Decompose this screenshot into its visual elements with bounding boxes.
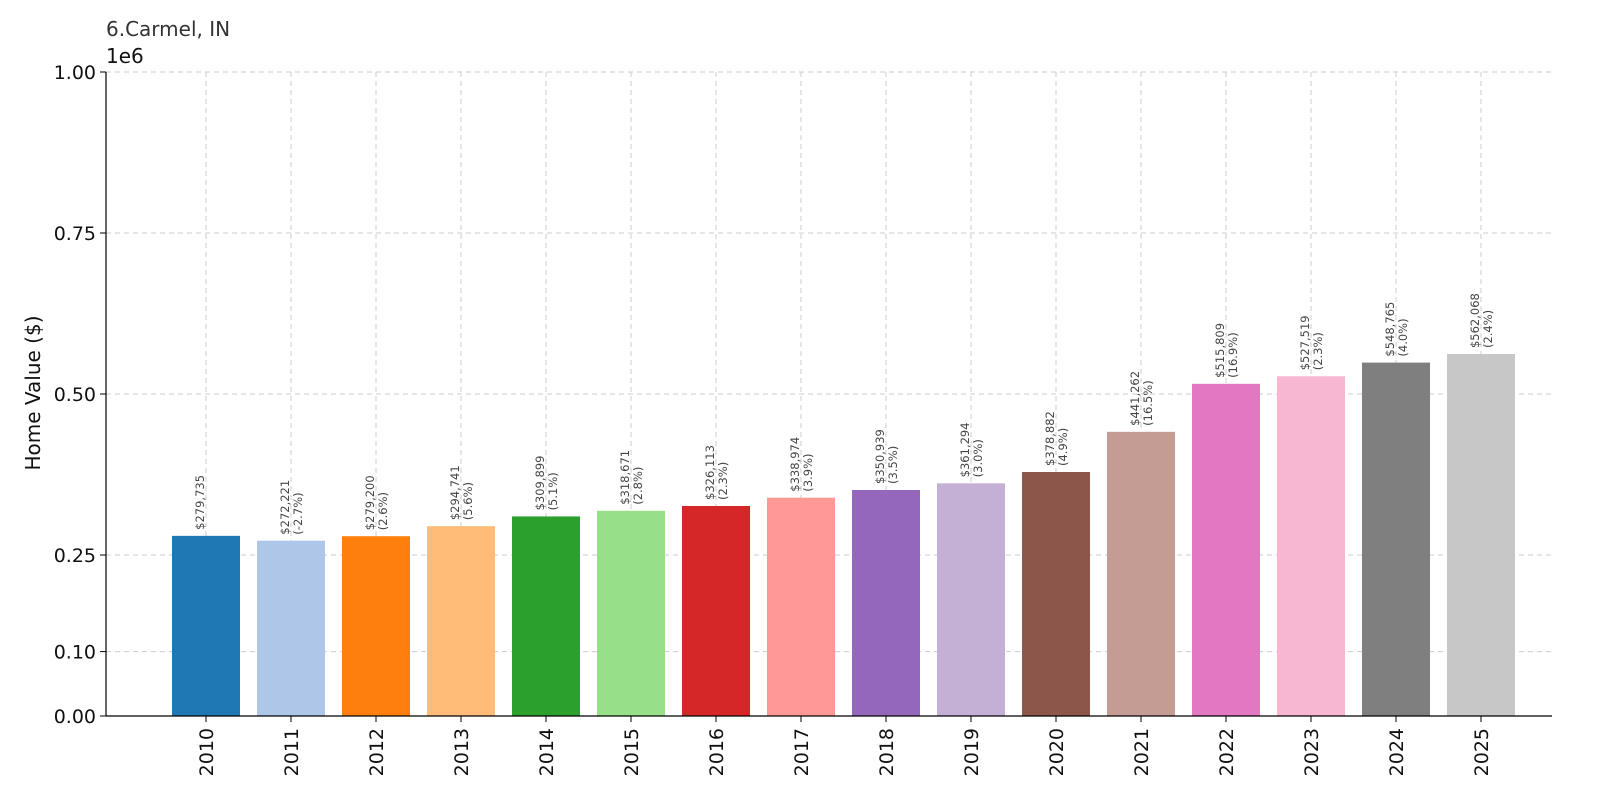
x-tick-label-2025: 2025: [1471, 728, 1493, 776]
y-tick-label: 0.25: [54, 545, 96, 567]
x-tick-label-2021: 2021: [1131, 728, 1153, 776]
x-tick-label-2016: 2016: [706, 728, 728, 776]
change-label-2019: (3.0%): [971, 439, 985, 477]
value-label-2017: $338,974: [788, 437, 802, 492]
y-axis-ticks: 0.00 0.10 0.25 0.50 0.75 1.00: [54, 62, 106, 728]
value-label-2016: $326,113: [703, 445, 717, 500]
value-labels: $279,735 $272,221 (-2.7%) $279,200 (2.6%) $29…: [193, 293, 1495, 535]
value-label-2019: $361,294: [958, 422, 972, 477]
y-axis-label: Home Value ($): [21, 315, 45, 470]
change-label-2024: (4.0%): [1396, 318, 1410, 356]
bar-2024: [1362, 362, 1430, 716]
change-label-2012: (2.6%): [376, 492, 390, 530]
y-tick-label: 0.50: [54, 384, 96, 406]
value-label-2020: $378,882: [1043, 411, 1057, 466]
bar-2010: [172, 535, 240, 716]
change-label-2022: (16.9%): [1226, 332, 1240, 378]
x-tick-label-2020: 2020: [1046, 728, 1068, 776]
bar-2019: [937, 483, 1005, 716]
bar-2025: [1447, 354, 1515, 716]
x-tick-label-2018: 2018: [876, 728, 898, 776]
chart-title: 6.Carmel, IN: [106, 17, 230, 41]
value-label-2010: $279,735: [193, 475, 207, 530]
bars: [172, 354, 1515, 716]
value-label-2011: $272,221: [278, 480, 292, 535]
change-label-2023: (2.3%): [1311, 332, 1325, 370]
x-tick-label-2012: 2012: [366, 728, 388, 776]
value-label-2023: $527,519: [1298, 315, 1312, 370]
bar-2014: [512, 516, 580, 716]
bar-2016: [682, 505, 750, 716]
value-label-2021: $441,262: [1128, 371, 1142, 426]
axes: [105, 72, 1552, 717]
value-label-2018: $350,939: [873, 429, 887, 484]
change-label-2015: (2.8%): [631, 467, 645, 505]
value-label-2025: $562,068: [1468, 293, 1482, 348]
change-label-2021: (16.5%): [1141, 380, 1155, 426]
change-label-2018: (3.5%): [886, 446, 900, 484]
y-exponent-label: 1e6: [106, 44, 144, 68]
change-label-2011: (-2.7%): [291, 492, 305, 534]
bar-2012: [342, 536, 410, 716]
change-label-2025: (2.4%): [1481, 310, 1495, 348]
value-label-2024: $548,765: [1383, 302, 1397, 357]
value-label-2013: $294,741: [448, 465, 462, 520]
y-tick-label: 0.00: [54, 706, 96, 728]
change-label-2014: (5.1%): [546, 472, 560, 510]
change-label-2020: (4.9%): [1056, 428, 1070, 466]
bar-2013: [427, 526, 495, 716]
x-tick-label-2019: 2019: [961, 728, 983, 776]
change-label-2017: (3.9%): [801, 453, 815, 491]
change-label-2016: (2.3%): [716, 462, 730, 500]
x-tick-label-2010: 2010: [196, 728, 218, 776]
bar-2022: [1192, 383, 1260, 716]
change-label-2013: (5.6%): [461, 482, 475, 520]
x-tick-label-2023: 2023: [1301, 728, 1323, 776]
x-tick-label-2024: 2024: [1386, 728, 1408, 776]
x-tick-label-2013: 2013: [451, 728, 473, 776]
x-axis-ticks: 2010 2011 2012 2013 2014 2015 2016 2017 2018 2019…: [196, 716, 1493, 776]
bar-2017: [767, 497, 835, 716]
value-label-2014: $309,899: [533, 456, 547, 511]
value-label-2015: $318,671: [618, 450, 632, 505]
bar-2023: [1277, 376, 1345, 716]
bar-2015: [597, 510, 665, 716]
y-tick-label: 0.75: [54, 223, 96, 245]
x-tick-label-2015: 2015: [621, 728, 643, 776]
y-tick-label: 1.00: [54, 62, 96, 84]
bar-2018: [852, 489, 920, 716]
x-tick-label-2014: 2014: [536, 728, 558, 776]
x-tick-label-2022: 2022: [1216, 728, 1238, 776]
value-label-2022: $515,809: [1213, 323, 1227, 378]
x-tick-label-2017: 2017: [791, 728, 813, 776]
x-tick-label-2011: 2011: [281, 728, 303, 776]
bar-2020: [1022, 472, 1090, 716]
bar-2021: [1107, 431, 1175, 716]
y-tick-label: 0.10: [54, 642, 96, 664]
bar-2011: [257, 540, 325, 716]
value-label-2012: $279,200: [363, 475, 377, 530]
